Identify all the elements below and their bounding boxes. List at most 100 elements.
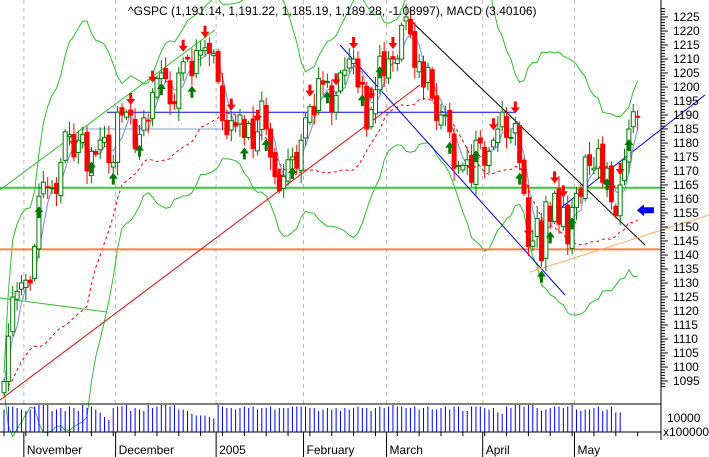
- candle-down: [329, 85, 335, 113]
- y-tick-label: 1195: [673, 94, 699, 108]
- candle-down: [250, 118, 256, 150]
- y-tick-label: 1120: [673, 304, 699, 318]
- highlight-arrow-icon: [636, 204, 654, 217]
- candle-up: [211, 53, 217, 57]
- candle-down: [587, 154, 593, 166]
- candle-up: [102, 136, 108, 143]
- buy-arrow-icon: [375, 66, 385, 79]
- candle-down: [45, 186, 51, 189]
- lower-band-line: [3, 142, 638, 438]
- candle-up: [573, 192, 579, 208]
- sell-arrow-icon: [550, 171, 560, 184]
- candle-down: [84, 131, 90, 172]
- candle-up: [595, 148, 601, 169]
- candle-down: [272, 152, 278, 178]
- candle-up: [442, 114, 448, 117]
- trendline-black: [409, 19, 646, 246]
- candle-down: [539, 220, 545, 262]
- buy-arrow-icon: [261, 139, 271, 151]
- upper-band-line: [3, 0, 639, 374]
- candle-down: [263, 104, 269, 130]
- candle-up: [591, 167, 597, 171]
- candle-up: [23, 279, 29, 288]
- buy-arrow-icon: [624, 139, 634, 151]
- candle-down: [119, 107, 125, 116]
- sell-arrow-icon: [126, 93, 136, 105]
- candle-down: [93, 150, 99, 155]
- buy-arrow-icon: [86, 161, 96, 174]
- x-month-label: April: [486, 443, 510, 457]
- candle-up: [67, 134, 73, 137]
- candle-down: [547, 205, 553, 222]
- candle-up: [285, 159, 291, 182]
- candle-up: [198, 50, 204, 56]
- candle-up: [324, 80, 330, 83]
- sell-arrow-icon: [349, 37, 359, 49]
- y-tick-label: 1200: [673, 80, 700, 94]
- sell-arrow-icon: [467, 160, 477, 173]
- sell-arrow-icon: [488, 118, 498, 131]
- candle-down: [578, 188, 584, 197]
- candle-down: [390, 56, 396, 60]
- candle-up: [228, 120, 234, 131]
- candle-up: [333, 94, 339, 113]
- candle-down: [525, 197, 531, 248]
- candle-up: [193, 50, 199, 75]
- candle-up: [416, 61, 422, 73]
- candle-down: [447, 110, 453, 133]
- candle-up: [552, 192, 558, 222]
- candle-up: [530, 240, 536, 248]
- candle-down: [294, 152, 300, 169]
- candle-up: [337, 72, 343, 92]
- candle-up: [386, 58, 392, 79]
- candle-up: [40, 181, 46, 195]
- candle-up: [150, 92, 156, 119]
- candle-up: [486, 150, 492, 166]
- candle-up: [351, 58, 357, 64]
- candle-up: [18, 282, 24, 290]
- month-gridlines: [23, 0, 575, 405]
- y-tick-label: 1125: [673, 290, 699, 304]
- buy-arrow-icon: [239, 147, 249, 160]
- candle-up: [158, 72, 164, 80]
- indicator-overlays: [0, 0, 709, 438]
- y-tick-label: 1155: [673, 206, 699, 220]
- candle-up: [464, 159, 470, 166]
- sell-arrow-icon: [148, 70, 158, 83]
- candle-up: [425, 66, 431, 84]
- candle-up: [115, 111, 121, 164]
- y-tick-label: 1130: [673, 276, 699, 290]
- candle-down: [355, 58, 361, 88]
- buy-arrow-icon: [108, 172, 118, 185]
- candle-up: [617, 184, 623, 217]
- candle-down: [224, 120, 230, 136]
- candle-down: [167, 80, 173, 105]
- candle-down: [504, 116, 510, 138]
- candle-up: [36, 195, 42, 250]
- trendline-green-short: [0, 297, 108, 313]
- candle-up: [32, 246, 38, 280]
- candle-down: [613, 205, 619, 217]
- y-tick-label: 1100: [673, 360, 699, 374]
- candle-down: [407, 18, 413, 35]
- y-tick-label: 1220: [673, 24, 700, 38]
- candle-up: [512, 122, 518, 134]
- y-tick-label: 1095: [673, 374, 700, 388]
- sell-arrow-icon: [523, 224, 533, 237]
- candle-down: [359, 82, 365, 85]
- candle-up: [399, 24, 405, 60]
- buy-arrow-icon: [515, 172, 525, 185]
- candle-up: [123, 111, 129, 118]
- candle-up: [180, 61, 186, 74]
- candle-down: [421, 61, 427, 88]
- candle-down: [434, 95, 440, 122]
- candle-up: [630, 111, 636, 128]
- candle-up: [499, 111, 505, 128]
- candle-down: [145, 119, 151, 122]
- y-tick-label: 1165: [673, 178, 699, 192]
- chart-title: ^GSPC (1,191.14, 1,191.22, 1,185.19, 1,1…: [128, 4, 537, 18]
- candle-up: [49, 187, 55, 190]
- candle-up: [368, 108, 374, 128]
- candle-down: [241, 118, 247, 138]
